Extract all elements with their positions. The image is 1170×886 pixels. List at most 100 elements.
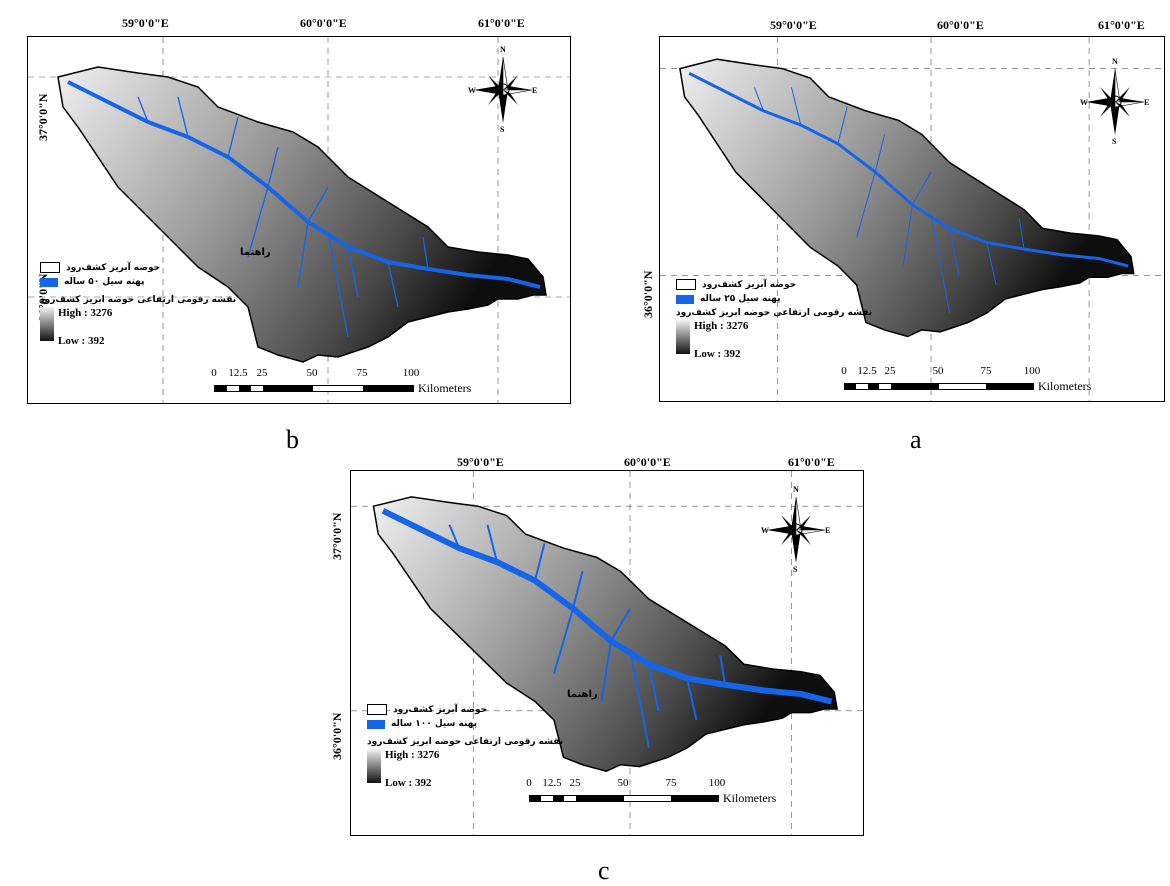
lat-label-37: 37°0'0"N [36, 93, 50, 141]
scale-bar-c: 0 12.5 25 50 75 100 Kilometers [526, 777, 777, 806]
north-arrow-c: N S E W [761, 485, 831, 575]
flood-tributary [600, 640, 612, 702]
flood-tributary [719, 654, 726, 685]
dem-color-ramp [40, 307, 54, 341]
north-arrow-b: N S E W [468, 45, 538, 135]
lat-label-36: 36°0'0"N [641, 270, 655, 318]
flood-tributary [267, 146, 279, 188]
dem-color-ramp [367, 749, 381, 783]
scale-tick: 50 [306, 367, 318, 379]
flood-tributary [686, 678, 698, 721]
legend-dem-title: نقشه رقومی ارتفاعی حوضه ابریز کشف‌رود [40, 295, 237, 305]
map-panel-c: راهنما حوضه آبریز کشف‌رود پهنه سیل ۱۰۰ س… [350, 470, 864, 836]
flood-tributary [422, 236, 429, 270]
compass-star-icon [767, 496, 826, 563]
flood-tributary [856, 171, 876, 238]
lon-label-59: 59°0'0"E [770, 18, 817, 32]
legend-dem-title: نقشه رقومی ارتفاعی حوضه ابریز کشف‌رود [367, 737, 564, 747]
flood-tributary [911, 171, 932, 206]
compass-star-icon [1086, 68, 1145, 135]
dem-color-ramp [676, 320, 690, 354]
legend-flood-row: پهنه سیل ۲۵ ساله [676, 294, 916, 304]
flood-swatch [367, 719, 385, 729]
map-panel-a: 37°0'0"N حوضه آبریز کشف‌رود پهنه سیل ۲۵ … [659, 36, 1165, 402]
legend-basin-row: حوضه آبریز کشف‌رود [367, 704, 607, 715]
lon-label-61: 61°0'0"E [1098, 18, 1145, 32]
flood-tributary [648, 664, 660, 712]
legend-dem-title: نقشه رقومی ارتفاعی حوضه ابریز کشف‌رود [676, 308, 873, 318]
lon-label-60: 60°0'0"E [300, 16, 347, 30]
legend-a: حوضه آبریز کشف‌رود پهنه سیل ۲۵ ساله نقشه… [676, 275, 916, 360]
compass-e-label: E [532, 86, 538, 95]
scale-tick: 50 [932, 365, 944, 377]
compass-e-label: E [1144, 98, 1150, 107]
scale-tick: 0 [526, 777, 532, 789]
map-canvas-a [660, 37, 1164, 401]
compass-w-label: W [761, 526, 769, 535]
compass-w-label: W [1080, 98, 1088, 107]
compass-s-label: S [1112, 137, 1117, 146]
flood-tributary [1018, 218, 1025, 250]
scale-unit: Kilometers [1038, 379, 1092, 393]
dem-high-label: High : 3276 [385, 749, 440, 761]
flood-tributary [387, 261, 399, 308]
legend-basin-label: حوضه آبریز کشف‌رود [66, 262, 161, 273]
flood-tributary [949, 228, 960, 276]
panel-label-b: b [286, 425, 299, 454]
scale-tick: 75 [665, 777, 677, 789]
dem-high-label: High : 3276 [58, 307, 113, 319]
flood-tributary [327, 231, 349, 338]
scale-tick: 25 [884, 365, 896, 377]
dem-ramp: High : 3276 Low : 392 [40, 307, 280, 347]
dem-high-label: High : 3276 [694, 320, 749, 332]
flood-tributary [874, 134, 885, 173]
basin-outline-swatch [676, 279, 696, 290]
flood-tributary [177, 96, 189, 138]
flood-tributary [753, 87, 765, 112]
legend-flood-label: پهنه سیل ۱۰۰ ساله [391, 719, 477, 729]
flood-tributary [247, 186, 269, 258]
flood-tributary [297, 221, 309, 288]
dem-low-label: Low : 392 [58, 335, 105, 347]
dem-low-label: Low : 392 [385, 777, 432, 789]
flood-tributary [307, 186, 329, 223]
flood-tributary [553, 608, 574, 674]
lon-label-59: 59°0'0"E [122, 16, 169, 30]
flood-tributary [791, 87, 802, 126]
scale-tick: 100 [402, 367, 420, 379]
flood-tributary [930, 214, 951, 314]
legend-flood-row: پهنه سیل ۵۰ ساله [40, 277, 280, 287]
flood-tributary [837, 106, 848, 144]
lon-label-61: 61°0'0"E [478, 16, 525, 30]
lat-label-36: 36°0'0"N [330, 712, 344, 760]
legend-flood-label: پهنه سیل ۲۵ ساله [700, 294, 781, 304]
map-canvas-b [28, 37, 570, 403]
north-arrow-a: N S E W [1080, 57, 1150, 147]
scale-tick: 0 [841, 365, 847, 377]
dem-low-label: Low : 392 [694, 348, 741, 360]
flood-tributary [486, 524, 498, 563]
basin-dem-polygon [679, 58, 1135, 338]
scale-unit: Kilometers [723, 791, 777, 805]
legend-basin-row: حوضه آبریز کشف‌رود [676, 279, 916, 290]
compass-e-label: E [825, 526, 831, 535]
compass-n-label: N [793, 485, 799, 494]
legend-flood-row: پهنه سیل ۱۰۰ ساله [367, 719, 607, 729]
flood-tributary [534, 543, 546, 581]
lon-label-60: 60°0'0"E [624, 455, 671, 469]
legend-c: راهنما حوضه آبریز کشف‌رود پهنه سیل ۱۰۰ س… [367, 689, 607, 789]
scale-unit: Kilometers [418, 381, 472, 395]
flood-tributary [610, 607, 631, 642]
lat-label-37: 37°0'0"N [330, 512, 344, 560]
map-canvas-c [351, 471, 863, 835]
compass-w-label: W [468, 86, 476, 95]
dem-ramp: High : 3276 Low : 392 [676, 320, 916, 360]
scale-tick: 50 [617, 777, 629, 789]
compass-s-label: S [500, 125, 505, 134]
panel-label-a: a [910, 425, 922, 454]
scale-bar-a: 0 12.5 25 50 75 100 Kilometers [841, 365, 1092, 394]
compass-s-label: S [793, 565, 798, 574]
scale-tick: 12.5 [228, 367, 248, 379]
scale-tick: 12.5 [542, 777, 562, 789]
compass-n-label: N [500, 45, 506, 54]
